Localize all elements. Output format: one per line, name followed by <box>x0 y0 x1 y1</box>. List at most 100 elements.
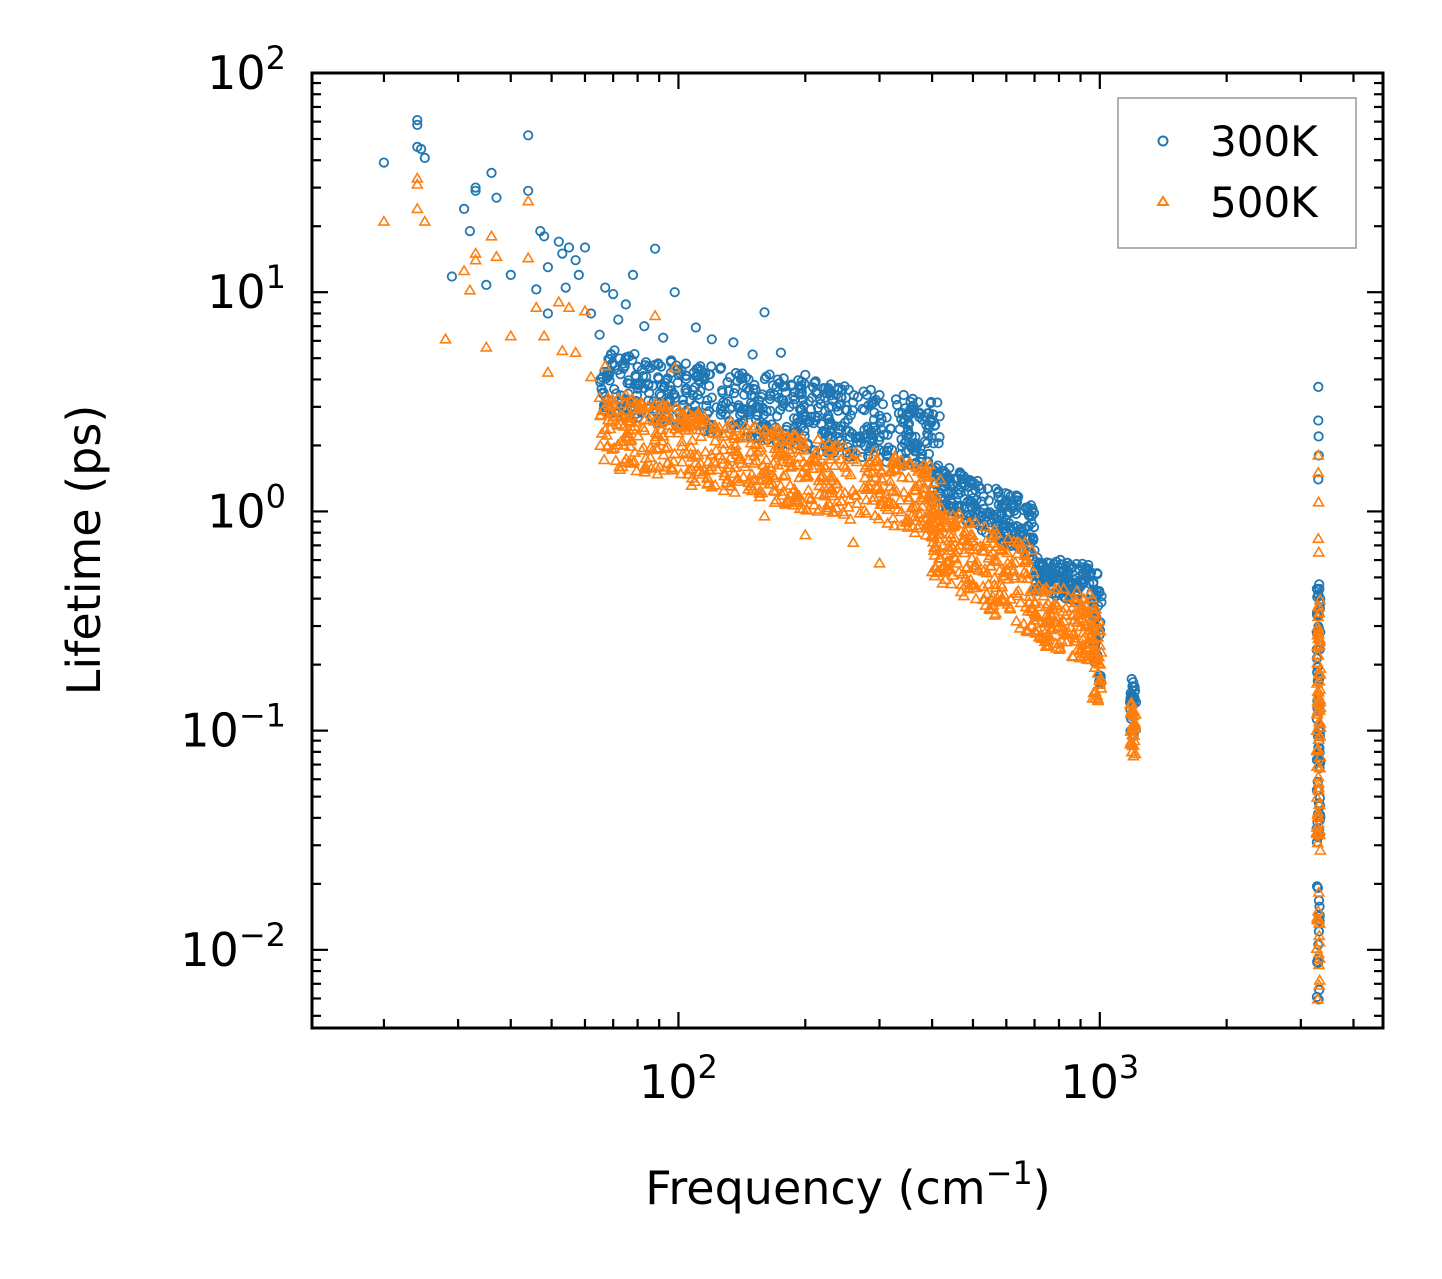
data-point-500k <box>853 506 867 518</box>
data-point-500k <box>1126 718 1140 730</box>
data-point-300k <box>902 424 914 435</box>
data-point-300k <box>776 394 787 405</box>
data-point-500k <box>871 459 885 471</box>
data-point-300k <box>728 337 739 348</box>
data-point-300k <box>1128 681 1140 692</box>
data-point-500k <box>594 408 607 420</box>
data-point-300k <box>844 431 856 442</box>
data-point-300k <box>458 203 470 214</box>
data-point-300k <box>947 498 958 509</box>
y-tick-label: 101 <box>207 258 286 319</box>
data-point-500k <box>933 543 947 555</box>
data-point-500k <box>744 436 758 448</box>
data-point-500k <box>689 456 703 468</box>
data-point-300k <box>733 402 744 413</box>
data-point-300k <box>531 284 542 295</box>
data-point-500k <box>646 403 660 415</box>
data-point-500k <box>786 498 800 510</box>
data-point-300k <box>848 390 859 401</box>
data-point-500k <box>925 565 939 577</box>
data-point-500k <box>1312 627 1326 639</box>
data-point-300k <box>542 308 554 319</box>
data-point-500k <box>578 304 592 316</box>
data-point-300k <box>993 486 1004 497</box>
data-point-500k <box>890 484 903 496</box>
data-point-300k <box>867 433 879 444</box>
data-point-500k <box>1310 724 1324 735</box>
data-point-500k <box>610 404 624 416</box>
data-point-300k <box>878 446 890 457</box>
data-point-500k <box>1312 913 1326 925</box>
data-point-300k <box>655 361 667 372</box>
data-point-500k <box>606 398 620 410</box>
data-point-500k <box>1311 624 1325 636</box>
data-point-300k <box>837 384 848 395</box>
data-point-500k <box>985 593 999 605</box>
data-point-500k <box>1310 744 1324 756</box>
data-point-500k <box>602 396 616 408</box>
data-point-500k <box>668 361 682 373</box>
data-point-300k <box>1313 431 1324 442</box>
data-point-300k <box>1129 686 1140 697</box>
data-point-500k <box>807 498 821 510</box>
data-point-500k <box>1313 638 1326 650</box>
data-point-500k <box>717 484 731 496</box>
data-point-500k <box>989 581 1003 593</box>
data-point-500k <box>1310 707 1324 719</box>
data-point-500k <box>929 489 943 501</box>
data-point-500k <box>664 461 678 473</box>
data-point-300k <box>1036 560 1047 571</box>
data-point-500k <box>943 527 956 539</box>
data-point-300k <box>1061 569 1073 580</box>
data-point-300k <box>649 243 661 254</box>
data-point-500k <box>806 462 820 474</box>
data-point-500k <box>1127 749 1140 761</box>
data-point-500k <box>905 509 919 521</box>
legend: 300K 500K <box>1117 97 1357 249</box>
data-point-500k <box>555 344 569 356</box>
data-point-300k <box>693 374 704 386</box>
data-point-500k <box>994 577 1008 589</box>
data-point-500k <box>1039 600 1053 612</box>
data-point-500k <box>954 585 968 597</box>
data-point-300k <box>470 182 481 193</box>
data-point-500k <box>915 506 928 518</box>
data-point-500k <box>529 301 543 313</box>
data-point-500k <box>712 421 726 433</box>
data-point-500k <box>601 391 615 403</box>
data-point-300k <box>767 380 779 391</box>
data-point-500k <box>944 521 958 533</box>
data-point-500k <box>537 329 551 341</box>
data-point-500k <box>771 458 785 470</box>
data-point-500k <box>469 253 482 265</box>
data-point-300k <box>1010 526 1021 538</box>
data-point-300k <box>899 414 911 426</box>
data-point-500k <box>742 476 756 488</box>
data-point-500k <box>799 470 812 482</box>
data-point-500k <box>902 493 916 505</box>
data-point-500k <box>1311 532 1325 544</box>
data-point-500k <box>1311 697 1325 708</box>
data-point-300k <box>636 365 648 376</box>
data-point-500k <box>667 455 680 466</box>
data-point-500k <box>1311 770 1325 782</box>
data-point-300k <box>775 347 787 358</box>
data-point-500k <box>1068 634 1082 646</box>
data-point-500k <box>986 545 999 557</box>
data-point-500k <box>768 442 782 454</box>
data-point-300k <box>629 348 640 360</box>
data-point-300k <box>647 380 658 392</box>
data-point-500k <box>1039 616 1052 628</box>
data-point-500k <box>675 435 689 447</box>
data-point-500k <box>746 422 759 433</box>
data-point-300k <box>902 411 913 422</box>
data-point-500k <box>1001 597 1015 609</box>
data-point-500k <box>923 491 936 503</box>
data-point-500k <box>1025 619 1039 631</box>
data-point-500k <box>934 518 947 530</box>
data-point-500k <box>1311 836 1325 848</box>
data-point-500k <box>669 400 683 412</box>
data-point-300k <box>677 394 689 406</box>
data-point-500k <box>1310 760 1324 772</box>
data-point-500k <box>1129 707 1142 719</box>
